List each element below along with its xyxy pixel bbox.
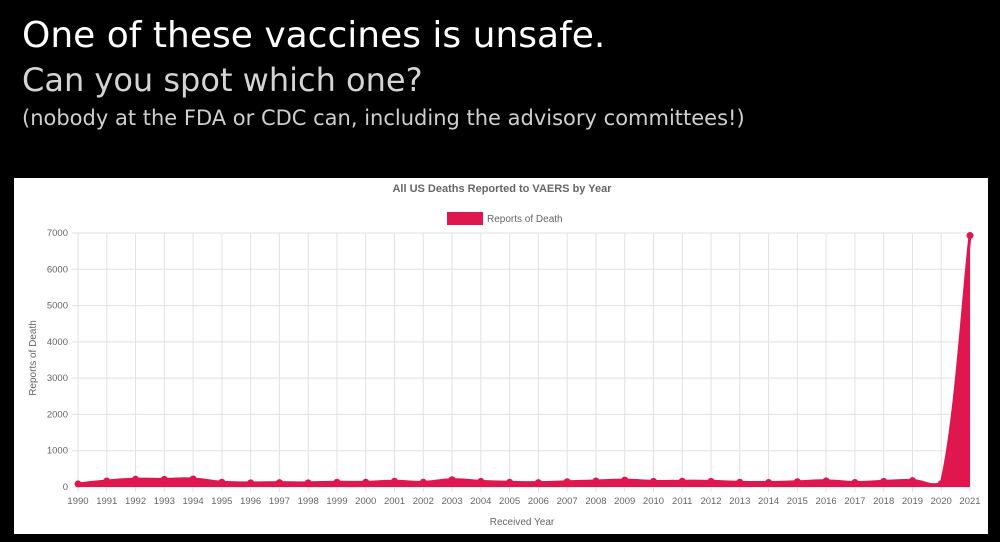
data-point-2007[interactable]: [563, 478, 571, 486]
x-tick-label: 1992: [125, 496, 146, 507]
data-point-2006[interactable]: [534, 479, 542, 487]
data-point-2014[interactable]: [765, 478, 773, 486]
x-tick-label: 2011: [672, 496, 692, 507]
chart-panel: All US Deaths Reported to VAERS by Year …: [14, 178, 988, 534]
data-point-1994[interactable]: [189, 475, 197, 483]
x-tick-label: 2001: [384, 496, 405, 507]
x-tick-label: 1991: [96, 496, 117, 507]
x-tick-label: 2000: [355, 496, 376, 507]
data-point-2002[interactable]: [419, 478, 427, 486]
y-tick-label: 2000: [47, 409, 68, 420]
y-tick-label: 4000: [47, 337, 68, 348]
x-tick-label: 1994: [183, 496, 204, 507]
data-point-2016[interactable]: [822, 477, 830, 485]
x-tick-label: 2006: [528, 496, 549, 507]
x-tick-label: 2014: [758, 496, 779, 507]
x-tick-label: 2021: [959, 496, 980, 507]
data-point-1992[interactable]: [132, 475, 140, 483]
data-point-2019[interactable]: [908, 477, 916, 485]
data-point-1990[interactable]: [74, 480, 82, 488]
x-tick-label: 2002: [413, 496, 434, 507]
x-tick-label: 1993: [154, 496, 175, 507]
headline-line-2: Can you spot which one?: [22, 61, 423, 99]
y-tick-label: 1000: [47, 446, 68, 457]
x-tick-label: 1999: [326, 496, 347, 507]
x-tick-label: 2019: [902, 496, 923, 507]
x-tick-label: 2016: [816, 496, 837, 507]
vaers-deaths-chart: All US Deaths Reported to VAERS by Year …: [28, 183, 981, 528]
data-point-1996[interactable]: [247, 479, 255, 487]
data-point-1993[interactable]: [160, 475, 168, 483]
y-axis-label: Reports of Death: [28, 320, 39, 396]
data-point-2015[interactable]: [793, 478, 801, 486]
data-point-2009[interactable]: [621, 476, 629, 484]
data-point-1991[interactable]: [103, 477, 111, 485]
data-point-1999[interactable]: [333, 478, 341, 486]
x-tick-label: 2015: [787, 496, 808, 507]
data-point-2012[interactable]: [707, 477, 715, 485]
x-axis-label: Received Year: [490, 517, 555, 528]
y-tick-label: 7000: [47, 228, 68, 239]
x-tick-label: 1995: [211, 496, 232, 507]
x-tick-label: 2005: [499, 496, 520, 507]
headline-line-3: (nobody at the FDA or CDC can, including…: [22, 106, 745, 130]
data-point-2005[interactable]: [506, 478, 514, 486]
data-point-2000[interactable]: [362, 478, 370, 486]
series-area: [78, 235, 970, 487]
data-point-2020[interactable]: [937, 480, 945, 488]
x-tick-label: 1998: [298, 496, 319, 507]
x-tick-label: 2012: [700, 496, 721, 507]
legend-swatch: [447, 212, 483, 225]
data-point-2010[interactable]: [649, 477, 657, 485]
x-tick-label: 1997: [269, 496, 290, 507]
y-tick-label: 6000: [47, 264, 68, 275]
x-tick-label: 2008: [585, 496, 606, 507]
y-tick-label: 0: [63, 482, 68, 493]
data-point-2003[interactable]: [448, 476, 456, 484]
y-tick-label: 3000: [47, 373, 68, 384]
series-line: [77, 235, 972, 487]
x-tick-label: 2007: [557, 496, 578, 507]
x-tick-label: 2004: [470, 496, 491, 507]
x-tick-label: 2009: [614, 496, 635, 507]
data-point-2017[interactable]: [851, 478, 859, 486]
headline-line-1: One of these vaccines is unsafe.: [22, 15, 606, 56]
data-point-2021[interactable]: [966, 232, 974, 240]
data-point-2004[interactable]: [477, 477, 485, 485]
x-tick-label: 2013: [729, 496, 750, 507]
chart-title: All US Deaths Reported to VAERS by Year: [392, 183, 612, 195]
data-point-2018[interactable]: [880, 477, 888, 485]
x-tick-label: 2003: [441, 496, 462, 507]
x-tick-label: 2010: [643, 496, 664, 507]
x-tick-label: 2020: [931, 496, 952, 507]
x-tick-label: 1990: [67, 496, 88, 507]
y-tick-label: 5000: [47, 301, 68, 312]
legend-label: Reports of Death: [487, 214, 563, 225]
x-tick-label: 2018: [873, 496, 894, 507]
data-point-1997[interactable]: [275, 479, 283, 487]
data-point-2011[interactable]: [678, 477, 686, 485]
data-point-1995[interactable]: [218, 478, 226, 486]
x-tick-label: 2017: [844, 496, 865, 507]
data-point-2001[interactable]: [391, 477, 399, 485]
data-point-2008[interactable]: [592, 477, 600, 485]
data-point-2013[interactable]: [736, 478, 744, 486]
data-point-1998[interactable]: [304, 479, 312, 487]
x-tick-label: 1996: [240, 496, 261, 507]
